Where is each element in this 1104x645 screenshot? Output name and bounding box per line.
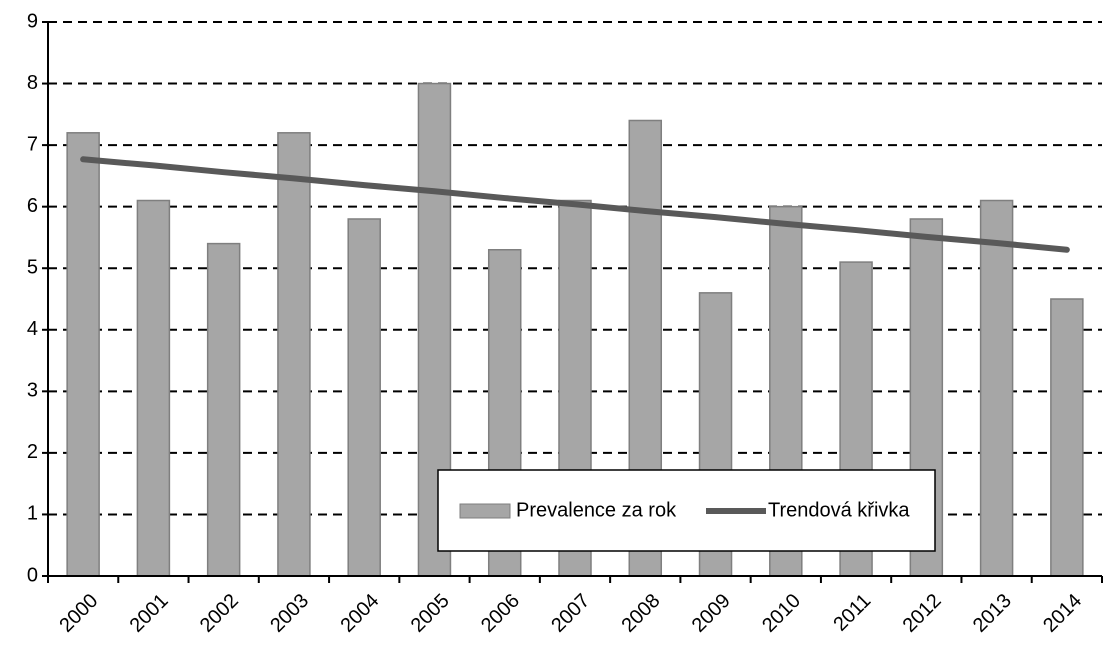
bar (66, 132, 100, 577)
y-tick-label: 0 (27, 564, 38, 586)
x-tick-label: 2001 (126, 590, 173, 637)
y-tick-label: 7 (27, 133, 38, 155)
y-tick-label: 8 (27, 72, 38, 94)
x-tick-label: 2003 (266, 590, 313, 637)
x-tick-label: 2013 (969, 590, 1016, 637)
x-tick-label: 2004 (336, 590, 383, 637)
x-tick-label: 2006 (477, 590, 524, 637)
legend: Prevalence za rok Trendová křivka (437, 469, 936, 552)
x-tick-label: 2014 (1039, 590, 1086, 637)
x-tick-label: 2011 (829, 590, 875, 636)
legend-label: Trendová křivka (768, 499, 910, 521)
bar (136, 199, 171, 577)
bar (347, 218, 381, 577)
legend-box (437, 469, 936, 552)
legend-label: Prevalence za rok (516, 499, 677, 521)
bar (1050, 298, 1084, 577)
y-tick-label: 3 (27, 380, 38, 402)
x-tick-label: 2012 (899, 590, 946, 637)
x-tick-label: 2002 (196, 590, 243, 637)
y-tick-label: 1 (27, 503, 38, 525)
trend-line (80, 156, 1070, 253)
legend-swatch (459, 503, 511, 519)
x-tick-label: 2010 (758, 590, 805, 637)
bar (206, 242, 241, 577)
x-tick-label: 2007 (547, 590, 594, 637)
bar (277, 132, 311, 577)
x-tick-label: 2005 (407, 590, 454, 637)
y-tick-label: 9 (27, 10, 38, 32)
x-tick-label: 2008 (618, 590, 665, 637)
y-tick-label: 6 (27, 195, 38, 217)
y-tick-label: 4 (27, 318, 38, 340)
x-tick-label: 2009 (688, 590, 735, 637)
bar (979, 199, 1014, 577)
x-tick-label: 2000 (55, 590, 102, 637)
y-tick-label: 2 (27, 441, 38, 463)
y-tick-label: 5 (27, 257, 38, 279)
